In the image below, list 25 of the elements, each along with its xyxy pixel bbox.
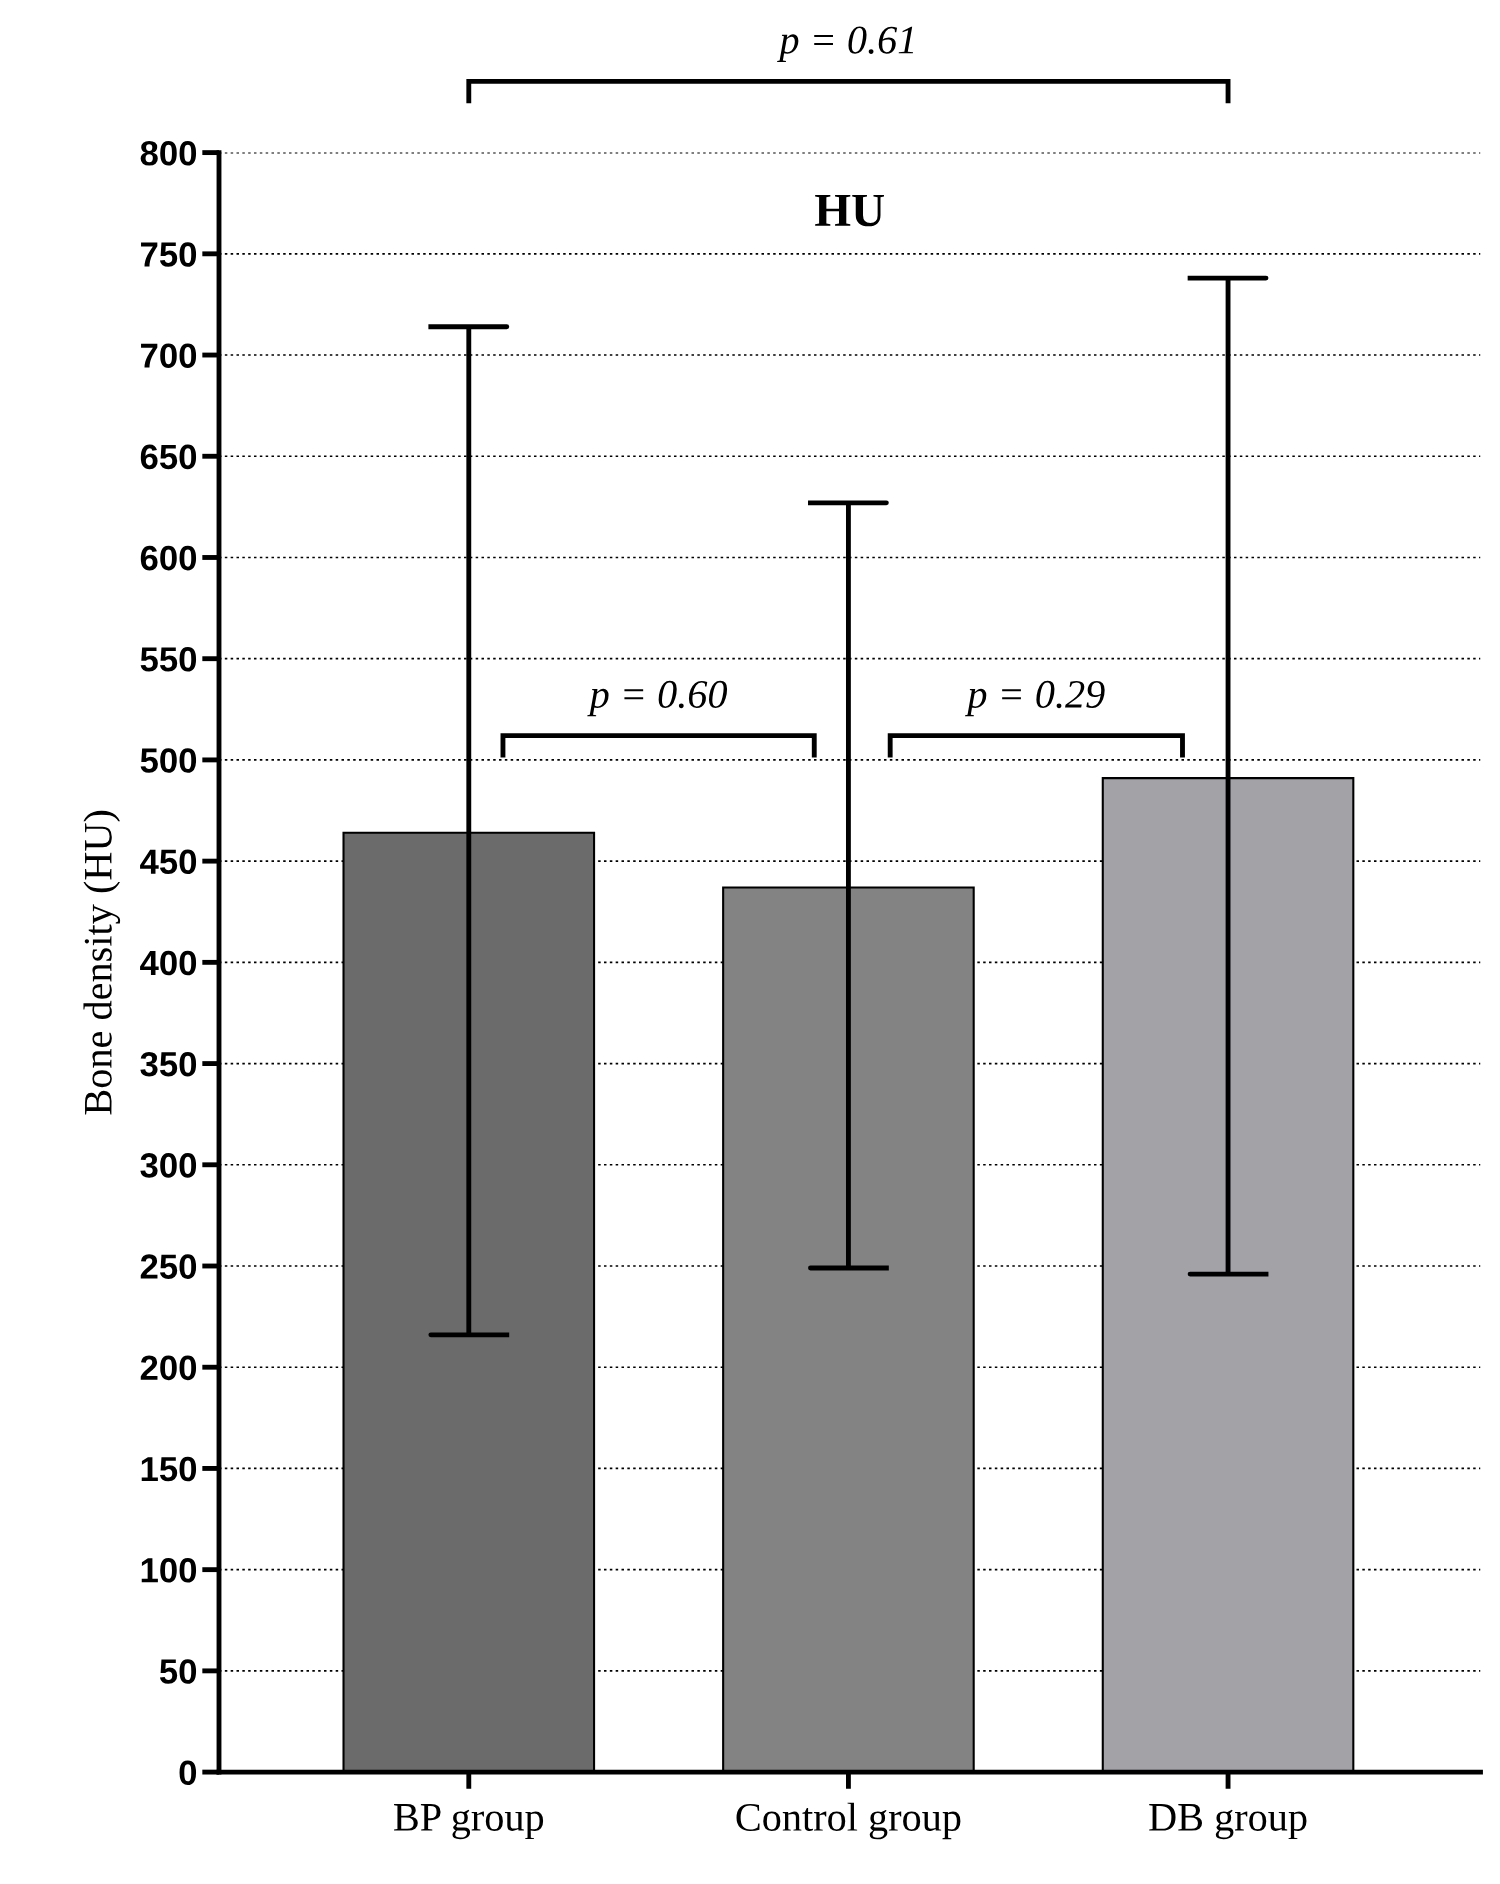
text: p = 0.61: [777, 26, 914, 62]
x-tick-label: DB group: [1149, 1804, 1307, 1840]
y-tick-label: 550: [140, 647, 197, 672]
y-tick-label: 400: [140, 950, 197, 976]
y-tick-label: 750: [141, 242, 197, 267]
annotation: p = 0.60: [587, 680, 728, 717]
y-tick-label: 100: [141, 1557, 197, 1583]
y-tick-label: 200: [140, 1355, 197, 1381]
y-tick-label: 250: [140, 1254, 197, 1279]
y-tick-label: 500: [140, 748, 197, 773]
y-tick-label: 50: [159, 1659, 197, 1684]
text: HU: [815, 194, 884, 227]
y-tick-label: 0: [179, 1760, 197, 1786]
annotation: p = 0.29: [965, 680, 1105, 717]
y-tick-label: 600: [140, 545, 197, 571]
y-tick-label: 800: [140, 140, 197, 166]
x-tick-label: BP group: [394, 1804, 544, 1840]
y-axis-title: Bone density (HU): [83, 810, 121, 1115]
y-tick-label: 150: [141, 1456, 197, 1482]
y-tick-label: 650: [140, 444, 197, 470]
y-tick-label: 700: [141, 343, 197, 368]
y-tick-label: 350: [140, 1051, 197, 1077]
y-tick-label: 300: [140, 1153, 197, 1178]
y-tick-label: 450: [140, 849, 197, 875]
x-tick-label: Control group: [736, 1802, 961, 1840]
